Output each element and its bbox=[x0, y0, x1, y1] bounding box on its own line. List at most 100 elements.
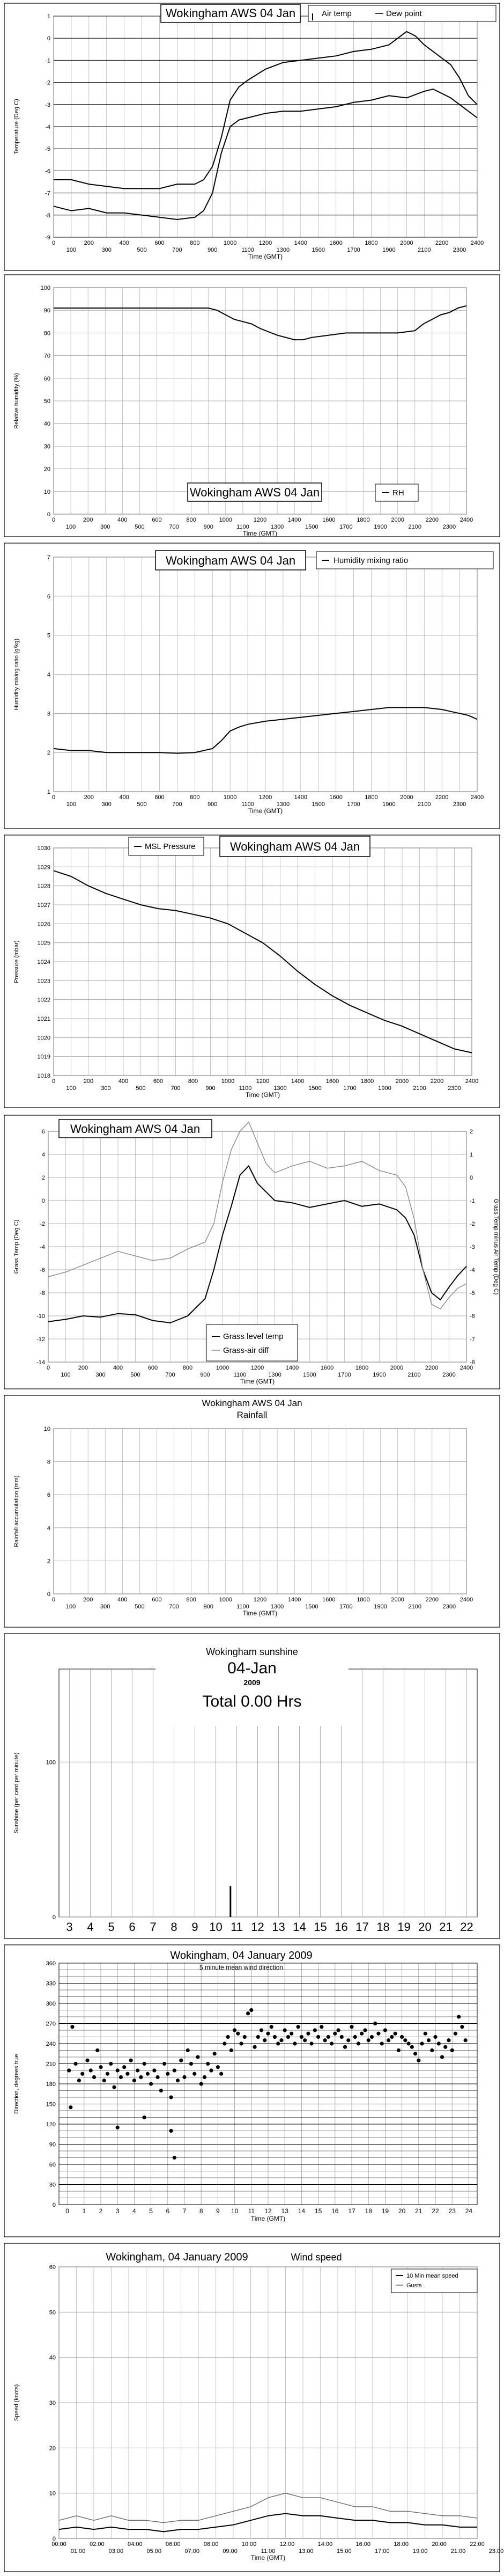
x-tick-label: 20:00 bbox=[432, 2541, 447, 2548]
wind-direction-point bbox=[223, 2041, 227, 2046]
y-tick-label: 4 bbox=[42, 1152, 45, 1158]
wind-direction-point bbox=[118, 2075, 123, 2080]
x-tick-label: 400 bbox=[113, 1365, 123, 1371]
x-tick-label: 1100 bbox=[239, 1085, 252, 1092]
wind-direction-point bbox=[323, 2038, 327, 2043]
x-tick-label: 200 bbox=[78, 1365, 88, 1371]
y-tick-label: 20 bbox=[44, 466, 50, 473]
wind-direction-point bbox=[329, 2041, 334, 2046]
x-tick-label: 700 bbox=[165, 1372, 175, 1378]
wind-direction-point bbox=[233, 2028, 237, 2032]
x-tick-label: 18 bbox=[365, 2207, 373, 2215]
x-tick-label: 200 bbox=[84, 794, 94, 801]
x-tick-label: 2000 bbox=[400, 240, 413, 246]
y-tick-label: -4 bbox=[40, 1244, 45, 1250]
x-tick-label: 20 bbox=[398, 2207, 406, 2215]
wind-direction-point bbox=[166, 2072, 170, 2076]
x-tick-label: 16:00 bbox=[356, 2541, 371, 2548]
wind-direction-point bbox=[109, 2061, 113, 2066]
y-tick-label-right: -8 bbox=[470, 1359, 475, 1366]
y-tick-label: -1 bbox=[45, 57, 50, 64]
y-tick-label: 1025 bbox=[38, 940, 50, 947]
y-tick-label: 1019 bbox=[38, 1054, 50, 1060]
wind-direction-point bbox=[202, 2075, 207, 2080]
series-line-2 bbox=[48, 1121, 467, 1309]
x-tick-label: 8 bbox=[171, 1920, 177, 1934]
legend-label: Gusts bbox=[406, 2282, 422, 2289]
wind-direction-point bbox=[169, 2095, 173, 2099]
x-tick-label: 24 bbox=[465, 2207, 473, 2215]
x-tick-label: 2200 bbox=[425, 1365, 438, 1371]
y-tick-label: 0 bbox=[42, 1198, 45, 1204]
x-tick-label: 2400 bbox=[460, 1365, 473, 1371]
y-axis-label: Rainfall accumulation (mm) bbox=[13, 1475, 20, 1547]
x-tick-label: 1400 bbox=[294, 240, 307, 246]
wind-direction-point bbox=[380, 2041, 384, 2046]
wind-direction-point bbox=[122, 2065, 127, 2069]
y-tick-label: 1028 bbox=[38, 883, 50, 890]
wind-direction-point bbox=[179, 2058, 183, 2062]
y-tick-label: 90 bbox=[49, 2142, 56, 2148]
x-tick-label: 300 bbox=[95, 1372, 105, 1378]
x-tick-label: 2300 bbox=[453, 801, 466, 808]
x-tick-label: 900 bbox=[204, 1604, 213, 1610]
chart-subtitle: Rainfall bbox=[237, 1410, 268, 1420]
wind-direction-point bbox=[283, 2028, 287, 2032]
x-tick-label: 0 bbox=[52, 517, 55, 523]
wind-direction-point bbox=[346, 2038, 351, 2043]
y-tick-label: 6 bbox=[47, 594, 50, 600]
wind-direction-point bbox=[189, 2061, 194, 2066]
x-tick-label: 2100 bbox=[407, 1372, 420, 1378]
wind-direction-point bbox=[216, 2065, 220, 2069]
x-tick-label: 13:00 bbox=[299, 2548, 314, 2555]
x-tick-label: 1000 bbox=[224, 794, 236, 801]
x-tick-label: 18:00 bbox=[394, 2541, 409, 2548]
y-tick-label: 240 bbox=[46, 2041, 56, 2047]
x-tick-label: 600 bbox=[152, 517, 161, 523]
wind-direction-point bbox=[326, 2035, 330, 2039]
x-tick-label: 2300 bbox=[443, 1604, 456, 1610]
y-tick-label: 1021 bbox=[38, 1016, 50, 1022]
wind-direction-point bbox=[272, 2035, 277, 2039]
x-tick-label: 1300 bbox=[271, 524, 284, 530]
x-tick-label: 16 bbox=[335, 1920, 347, 1934]
x-tick-label: 03:00 bbox=[109, 2548, 124, 2555]
wind-direction-point bbox=[336, 2028, 340, 2032]
y-tick-label: 0 bbox=[53, 2202, 56, 2208]
x-tick-label: 500 bbox=[130, 1372, 140, 1378]
y-tick-label-right: -3 bbox=[470, 1244, 475, 1250]
x-tick-label: 400 bbox=[119, 240, 129, 246]
x-tick-label: 05:00 bbox=[147, 2548, 162, 2555]
legend-label: MSL Pressure bbox=[145, 842, 195, 851]
x-tick-label: 2100 bbox=[413, 1085, 426, 1092]
x-tick-label: 8 bbox=[199, 2207, 203, 2215]
x-tick-label: 1800 bbox=[357, 517, 369, 523]
y-tick-label: 100 bbox=[41, 285, 50, 291]
x-tick-label: 400 bbox=[117, 1597, 127, 1603]
x-tick-label: 1500 bbox=[308, 1085, 321, 1092]
legend-label: Dew point bbox=[386, 9, 423, 18]
x-tick-label: 10:00 bbox=[242, 2541, 257, 2548]
wind-direction-point bbox=[80, 2072, 85, 2076]
chart-panel-7: 3 4 5 6 7 8 9 10 11 12 13 14 15 16 17 18 19 20 21 22 0 100 Sun… bbox=[4, 1633, 500, 1939]
x-tick-label: 100 bbox=[66, 247, 76, 253]
wind-direction-point bbox=[420, 2041, 424, 2046]
x-tick-label: 19 bbox=[382, 2207, 389, 2215]
chart-title: Wokingham AWS 04 Jan bbox=[166, 6, 295, 20]
series-line-1 bbox=[54, 305, 467, 341]
chart-panel-4: 0 200 400 600 800 1000 1200 1400 1600 1800 2000 220… bbox=[4, 835, 500, 1108]
sunshine-bar bbox=[229, 1886, 232, 1917]
wind-direction-point bbox=[263, 2038, 267, 2043]
wind-direction-point bbox=[70, 2025, 75, 2029]
x-tick-label: 100 bbox=[66, 1085, 76, 1092]
x-tick-label: 9 bbox=[216, 2207, 220, 2215]
wind-direction-point bbox=[316, 2035, 321, 2039]
y-tick-label: -12 bbox=[36, 1336, 45, 1343]
x-tick-label: 15 bbox=[315, 2207, 322, 2215]
x-tick-label: 21:00 bbox=[451, 2548, 466, 2555]
y-tick-label: 40 bbox=[44, 421, 50, 427]
x-tick-label: 0 bbox=[52, 1597, 55, 1603]
y-axis-label: Pressure (mbar) bbox=[13, 940, 20, 983]
wind-direction-point bbox=[290, 2031, 294, 2036]
